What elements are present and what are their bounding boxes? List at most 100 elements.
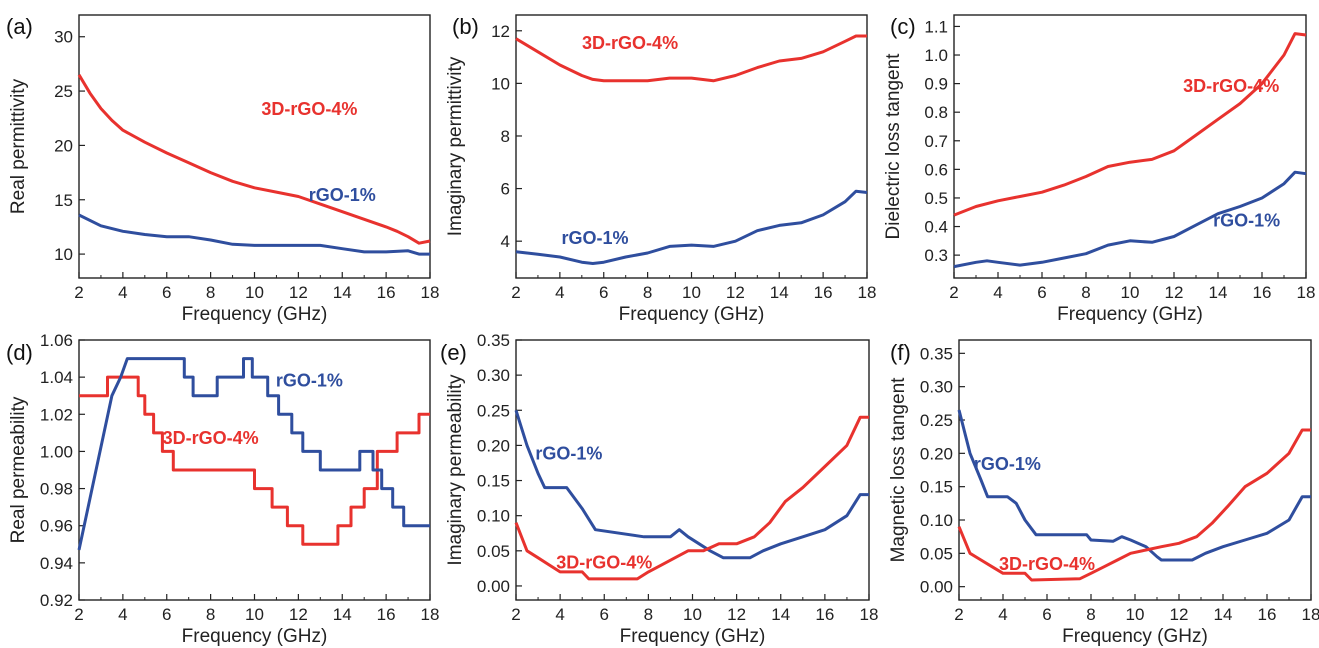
x-tick-label: 8 xyxy=(1081,283,1090,302)
x-tick-label: 18 xyxy=(1297,283,1316,302)
y-axis-label: Dielectric loss tangent xyxy=(883,53,904,240)
panel-b: 2 4 6 8 10 12 14 16 18 4 6 8 10 12 Frequency (GHz) Imag… xyxy=(445,14,876,325)
x-tick-label: 12 xyxy=(1165,283,1184,302)
y-tick-label: 0.00 xyxy=(920,578,953,597)
x-tick-label: 14 xyxy=(1209,283,1228,302)
y-tick-label: 0.9 xyxy=(924,75,948,94)
panel-letter: (c) xyxy=(890,14,916,39)
y-tick-label: 0.30 xyxy=(477,366,510,385)
x-tick-label: 18 xyxy=(421,283,440,302)
x-tick-label: 4 xyxy=(998,605,1007,624)
y-tick-label: 4 xyxy=(501,232,510,251)
y-tick-label: 0.35 xyxy=(920,344,953,363)
x-tick-label: 6 xyxy=(1042,605,1051,624)
series-label-rGO-1%: rGO-1% xyxy=(309,185,376,205)
y-tick-label: 0.05 xyxy=(477,542,510,561)
y-axis-label: Real permittivity xyxy=(8,78,29,214)
x-tick-label: 16 xyxy=(815,605,834,624)
x-tick-label: 8 xyxy=(206,605,215,624)
x-tick-label: 16 xyxy=(1253,283,1272,302)
x-tick-label: 6 xyxy=(162,283,171,302)
series-line-rGO-1% xyxy=(78,213,430,256)
plot-frame xyxy=(78,14,431,279)
x-tick-label: 2 xyxy=(954,605,963,624)
series-line-3D-rGO-4% xyxy=(77,74,431,245)
panel-letter: (d) xyxy=(6,340,33,365)
series-label-3D-rGO-4%: 3D-rGO-4% xyxy=(999,554,1095,574)
y-tick-label: 1.0 xyxy=(924,46,948,65)
plot-frame xyxy=(953,14,1307,279)
y-tick-label: 0.3 xyxy=(924,246,948,265)
y-tick-label: 10 xyxy=(491,74,510,93)
y-tick-label: 6 xyxy=(501,180,510,199)
y-tick-label: 0.92 xyxy=(40,591,73,610)
series-label-3D-rGO-4%: 3D-rGO-4% xyxy=(163,428,259,448)
panel-letter: (a) xyxy=(6,14,33,39)
y-tick-label: 0.4 xyxy=(924,218,948,237)
x-axis-label: Frequency (GHz) xyxy=(182,304,328,325)
x-tick-label: 14 xyxy=(770,283,789,302)
y-tick-label: 0.7 xyxy=(924,132,948,151)
series-label-rGO-1%: rGO-1% xyxy=(276,370,343,390)
series-label-rGO-1%: rGO-1% xyxy=(535,443,602,463)
panel-e: 2 4 6 8 10 12 14 16 18 0.00 0.05 0.10 0.15 0.20 0.25 0.… xyxy=(440,331,878,647)
x-tick-label: 10 xyxy=(683,605,702,624)
y-tick-label: 0.98 xyxy=(40,480,73,499)
x-tick-label: 14 xyxy=(333,605,352,624)
y-tick-label: 0.15 xyxy=(920,478,953,497)
y-tick-label: 1.00 xyxy=(40,442,73,461)
series-label-rGO-1%: rGO-1% xyxy=(561,228,628,248)
series-label-3D-rGO-4%: 3D-rGO-4% xyxy=(556,552,652,572)
y-tick-label: 25 xyxy=(54,82,73,101)
x-tick-label: 10 xyxy=(1121,283,1140,302)
x-tick-label: 12 xyxy=(726,283,745,302)
x-tick-label: 4 xyxy=(555,605,564,624)
x-tick-label: 10 xyxy=(1126,605,1145,624)
x-tick-label: 4 xyxy=(993,283,1002,302)
y-tick-label: 1.04 xyxy=(40,368,73,387)
y-axis-label: Real permeability xyxy=(8,396,29,543)
series-line-3D-rGO-4% xyxy=(953,32,1307,217)
x-tick-label: 18 xyxy=(860,605,879,624)
x-tick-label: 2 xyxy=(511,605,520,624)
y-tick-label: 20 xyxy=(54,136,73,155)
x-tick-label: 14 xyxy=(333,283,352,302)
series-label-3D-rGO-4%: 3D-rGO-4% xyxy=(582,33,678,53)
x-tick-label: 2 xyxy=(511,283,520,302)
series-line-3D-rGO-4% xyxy=(515,34,867,83)
x-tick-label: 8 xyxy=(644,605,653,624)
x-tick-label: 10 xyxy=(245,283,264,302)
x-tick-label: 16 xyxy=(814,283,833,302)
series-line-rGO-1% xyxy=(514,409,869,560)
y-tick-label: 0.15 xyxy=(477,472,510,491)
y-axis-label: Imaginary permittivity xyxy=(445,56,466,236)
x-tick-label: 10 xyxy=(245,605,264,624)
y-tick-label: 0.20 xyxy=(920,444,953,463)
series-line-3D-rGO-4% xyxy=(957,428,1311,582)
x-tick-label: 12 xyxy=(1170,605,1189,624)
y-axis-label: Imaginary permeability xyxy=(445,374,466,566)
y-tick-label: 0.25 xyxy=(920,411,953,430)
series-line-rGO-1% xyxy=(77,357,430,551)
panel-letter: (b) xyxy=(452,14,479,39)
x-tick-label: 16 xyxy=(377,605,396,624)
y-tick-label: 0.20 xyxy=(477,436,510,455)
y-axis-label: Magnetic loss tangent xyxy=(888,377,909,563)
y-tick-label: 0.5 xyxy=(924,189,948,208)
y-tick-label: 12 xyxy=(491,22,510,41)
y-tick-label: 0.25 xyxy=(477,401,510,420)
x-axis-label: Frequency (GHz) xyxy=(182,626,328,647)
x-tick-label: 2 xyxy=(74,283,83,302)
x-tick-label: 6 xyxy=(599,283,608,302)
y-tick-label: 0.30 xyxy=(920,378,953,397)
x-tick-label: 6 xyxy=(162,605,171,624)
series-label-rGO-1%: rGO-1% xyxy=(1213,211,1280,231)
y-tick-label: 8 xyxy=(501,127,510,146)
series-line-3D-rGO-4% xyxy=(79,375,430,546)
x-tick-label: 6 xyxy=(600,605,609,624)
y-tick-label: 1.1 xyxy=(924,17,948,36)
x-tick-label: 4 xyxy=(118,605,127,624)
y-tick-label: 0.96 xyxy=(40,517,73,536)
x-axis-label: Frequency (GHz) xyxy=(1057,304,1203,325)
